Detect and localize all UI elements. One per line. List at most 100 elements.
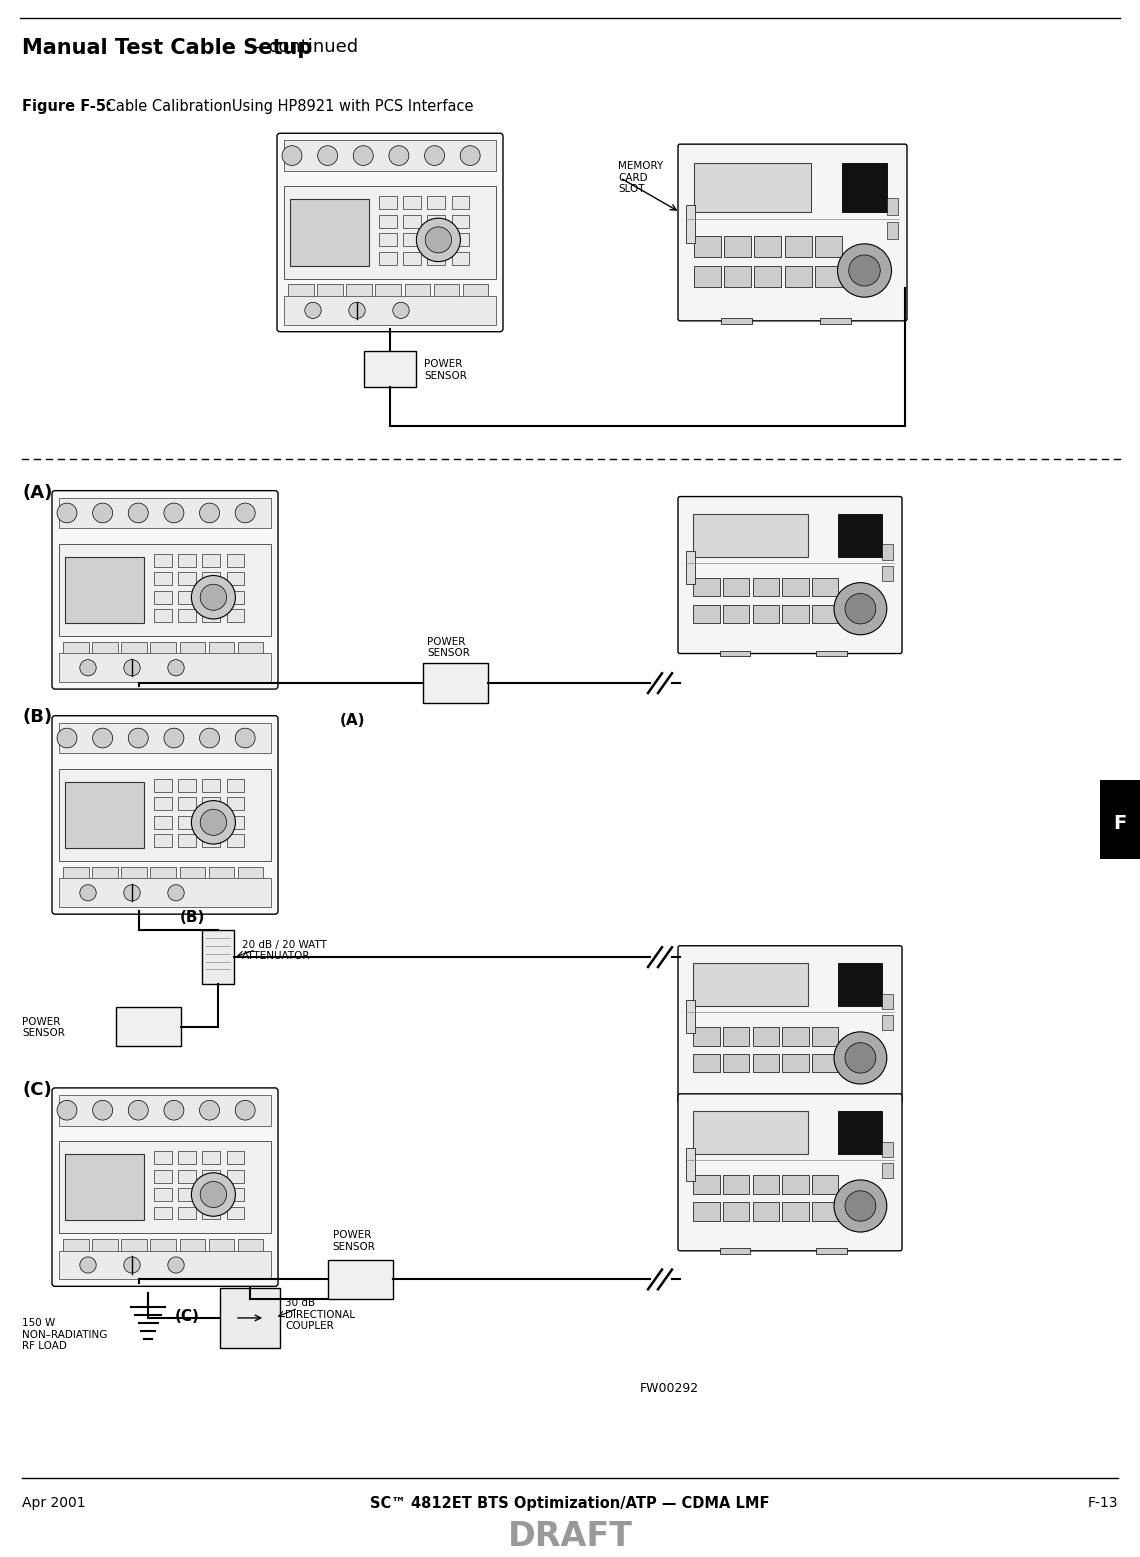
Bar [693, 237, 720, 257]
Bar [719, 651, 750, 657]
Circle shape [92, 503, 113, 523]
Bar [203, 816, 220, 828]
Bar [178, 816, 196, 828]
Bar [752, 1028, 779, 1046]
Circle shape [834, 1180, 887, 1232]
Bar [178, 797, 196, 810]
Text: (A): (A) [340, 713, 366, 727]
Bar [227, 835, 244, 847]
Text: (C): (C) [22, 1081, 51, 1099]
Bar [203, 1207, 220, 1219]
Circle shape [92, 1101, 113, 1119]
Bar [203, 778, 220, 793]
Bar [404, 215, 421, 227]
Bar [121, 867, 147, 880]
Text: 20 dB / 20 WATT
ATTENUATOR: 20 dB / 20 WATT ATTENUATOR [242, 940, 327, 961]
Bar [378, 252, 397, 265]
Circle shape [200, 729, 220, 747]
Bar [203, 1188, 220, 1200]
Bar [882, 1015, 894, 1031]
Bar [423, 663, 488, 702]
Circle shape [129, 503, 148, 523]
Bar [150, 1239, 176, 1252]
Circle shape [129, 729, 148, 747]
Bar [227, 573, 244, 585]
Bar [59, 543, 271, 637]
Text: MEMORY
CARD
SLOT: MEMORY CARD SLOT [618, 160, 663, 195]
Bar [686, 551, 694, 584]
Bar [203, 1151, 220, 1165]
Circle shape [168, 660, 185, 676]
Bar [719, 1099, 750, 1105]
Circle shape [425, 227, 451, 252]
Bar [209, 1239, 234, 1252]
Bar [59, 722, 271, 754]
Bar [220, 1288, 280, 1347]
FancyBboxPatch shape [678, 497, 902, 654]
Bar [842, 163, 887, 212]
Bar [203, 835, 220, 847]
Bar [154, 797, 172, 810]
Bar [227, 1207, 244, 1219]
Bar [154, 1207, 172, 1219]
Bar [178, 1188, 196, 1200]
Bar [816, 651, 847, 657]
Bar [816, 1099, 847, 1105]
Bar [782, 1028, 808, 1046]
Bar [375, 285, 401, 297]
Circle shape [129, 1101, 148, 1119]
Bar [428, 215, 445, 227]
Bar [838, 1112, 882, 1154]
Bar [812, 1202, 838, 1221]
Bar [755, 237, 781, 257]
Circle shape [80, 660, 96, 676]
Bar [782, 1176, 808, 1194]
Bar [752, 1054, 779, 1073]
Bar [209, 867, 234, 880]
Circle shape [124, 660, 140, 676]
Bar [203, 1169, 220, 1182]
Bar [428, 234, 445, 246]
Bar [154, 1188, 172, 1200]
Bar [121, 1239, 147, 1252]
Circle shape [845, 1191, 876, 1221]
Bar [238, 641, 263, 655]
FancyBboxPatch shape [678, 1095, 902, 1250]
Bar [782, 1202, 808, 1221]
Bar [284, 296, 496, 325]
Bar [451, 252, 470, 265]
Bar [290, 199, 369, 266]
Bar [463, 285, 488, 297]
Circle shape [849, 255, 880, 286]
Bar [820, 318, 850, 324]
Bar [405, 285, 430, 297]
Bar [209, 641, 234, 655]
Text: Cable CalibrationUsing HP8921 with PCS Interface: Cable CalibrationUsing HP8921 with PCS I… [101, 98, 473, 114]
Circle shape [192, 576, 235, 620]
Bar [65, 782, 144, 849]
Circle shape [192, 800, 235, 844]
Bar [227, 1169, 244, 1182]
Bar [203, 797, 220, 810]
Bar [178, 590, 196, 604]
Bar [317, 285, 343, 297]
Circle shape [845, 593, 876, 624]
Bar [838, 514, 882, 557]
Bar [284, 187, 496, 279]
Text: POWER
SENSOR: POWER SENSOR [333, 1230, 375, 1252]
Bar [364, 352, 416, 388]
Bar [723, 1028, 749, 1046]
Circle shape [124, 1256, 140, 1274]
Bar [59, 1250, 271, 1280]
Bar [693, 1054, 719, 1073]
Text: – continued: – continued [249, 37, 358, 56]
Bar [812, 1176, 838, 1194]
FancyBboxPatch shape [678, 945, 902, 1102]
Text: Figure F-5:: Figure F-5: [22, 98, 112, 114]
Bar [203, 573, 220, 585]
Circle shape [304, 302, 321, 319]
FancyBboxPatch shape [52, 716, 278, 914]
Bar [723, 604, 749, 623]
Bar [451, 215, 470, 227]
Bar [59, 878, 271, 908]
